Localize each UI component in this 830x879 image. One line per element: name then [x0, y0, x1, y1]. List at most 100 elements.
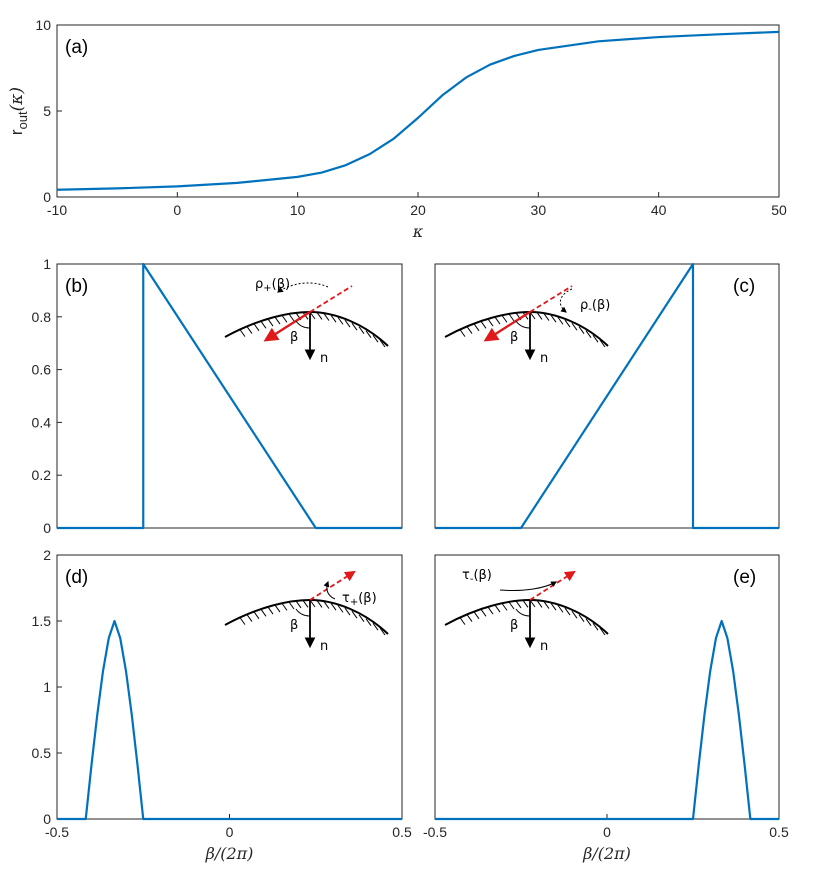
hatch-mark	[501, 603, 508, 611]
hatch-mark	[466, 326, 473, 334]
hatch-mark	[487, 606, 494, 615]
xtick-label-a: -10	[47, 202, 67, 218]
hatch-mark	[564, 319, 571, 328]
series-line-e	[435, 619, 779, 821]
hatch-mark	[494, 316, 501, 325]
panel-label-a: (a)	[65, 37, 88, 58]
plot-frame-c	[434, 263, 780, 529]
beta-label: β	[510, 618, 518, 633]
xtick-label-d: -0.5	[45, 824, 69, 840]
inset-label-arg: (β)	[272, 277, 290, 292]
hatch-mark	[337, 605, 344, 613]
inset-diagram-c: n β ρ-(β)	[444, 285, 610, 366]
hatch-mark	[550, 314, 557, 323]
xtick-label-e: 0	[603, 824, 611, 840]
hatch-mark	[473, 611, 480, 620]
ytick-label-b: 0.4	[32, 414, 52, 430]
hatch-mark	[330, 314, 337, 323]
xtick-label-e: -0.5	[423, 824, 447, 840]
series-line-a	[56, 30, 780, 191]
y-axis-label-arg: (κ)	[7, 87, 27, 111]
plot-frame-d	[56, 554, 403, 820]
hatch-mark	[599, 339, 606, 348]
xtick-label-e: 0.5	[769, 824, 789, 840]
hatch-mark	[379, 339, 386, 348]
hatch-mark	[351, 610, 358, 619]
hatch-mark	[246, 326, 253, 334]
ytick-label-d: 0.5	[32, 745, 52, 761]
hatch-mark	[592, 622, 599, 631]
hatch-mark	[344, 319, 351, 328]
xtick-label-d: 0.5	[392, 824, 412, 840]
panel-label-d: (d)	[65, 567, 88, 588]
series-line-b	[57, 262, 402, 530]
inset-label-arg: (β)	[592, 298, 610, 313]
flow-arrow	[559, 288, 573, 313]
inset-label-c: ρ-(β)	[580, 298, 610, 315]
inset-label-sub: -	[588, 304, 592, 315]
hatch-mark	[274, 316, 281, 325]
incident-ray	[309, 285, 353, 313]
inset-label-b: ρ+(β)	[255, 277, 290, 294]
hatch-mark	[316, 312, 323, 320]
inset-diagram-b: n β ρ+(β)	[224, 277, 389, 366]
ytick-label-b: 0.6	[32, 362, 52, 378]
panel-label-c: (c)	[733, 276, 755, 297]
ytick-label-d: 1	[43, 679, 51, 695]
hatch-mark	[480, 608, 487, 617]
xtick-label-a: 20	[410, 202, 426, 218]
panel-c: (c) n β ρ-(β)	[434, 262, 780, 530]
ytick-label-a: 5	[43, 103, 51, 119]
normal-label: n	[320, 639, 328, 654]
hatch-mark	[515, 600, 522, 609]
y-axis-label-a: rout(κ)	[7, 87, 30, 135]
plot-frame-b	[56, 263, 403, 529]
hatch-mark	[323, 601, 330, 609]
hatch-mark	[557, 605, 564, 613]
hatch-mark	[358, 614, 365, 623]
hatch-mark	[267, 318, 274, 327]
flow-arrow	[323, 580, 336, 600]
hatch-mark	[585, 618, 592, 627]
hatch-mark	[578, 614, 585, 623]
hatch-mark	[508, 313, 515, 322]
hatch-mark	[365, 618, 372, 627]
hatch-mark	[379, 627, 386, 636]
incident-ray	[529, 285, 573, 313]
inset-label-base: ρ	[255, 277, 263, 292]
hatch-mark	[260, 608, 267, 617]
hatch-mark	[585, 330, 592, 339]
hatch-mark	[295, 600, 302, 609]
ytick-label-b: 0.8	[32, 309, 52, 325]
series-line-d	[57, 619, 402, 821]
panel-d: 00.511.52-0.5 0 0.5(d)β/(2π)nβτ+(β)	[32, 547, 412, 863]
xtick-label-a: 10	[290, 202, 306, 218]
hatch-mark	[253, 611, 260, 620]
surface-hatching	[239, 311, 386, 348]
normal-label: n	[540, 639, 548, 654]
inset-label-arg: (β)	[358, 591, 376, 606]
inset-label-base: ρ	[580, 298, 588, 313]
hatch-mark	[358, 326, 365, 335]
beta-label: β	[290, 618, 298, 633]
hatch-mark	[316, 600, 323, 608]
hatch-mark	[543, 313, 550, 321]
hatch-mark	[372, 334, 379, 343]
hatch-mark	[260, 320, 267, 329]
y-axis-label-main: r	[7, 129, 26, 135]
hatch-mark	[571, 610, 578, 619]
flow-arrow	[277, 282, 329, 293]
hatch-mark	[459, 617, 466, 625]
x-axis-label-d: β/(2π)	[205, 844, 254, 863]
hatch-mark	[281, 603, 288, 611]
inset-label-sub: -	[470, 574, 474, 585]
reflected-ray	[263, 310, 311, 342]
plot-frame-e	[434, 554, 780, 820]
reflected-ray	[483, 310, 531, 342]
hatch-mark	[557, 317, 564, 325]
inset-label-base: τ	[342, 591, 350, 606]
hatch-mark	[599, 627, 606, 636]
surface-hatching	[459, 599, 606, 636]
inset-diagram-e: n β τ-(β)	[444, 568, 609, 654]
flow-arrow	[499, 581, 558, 591]
